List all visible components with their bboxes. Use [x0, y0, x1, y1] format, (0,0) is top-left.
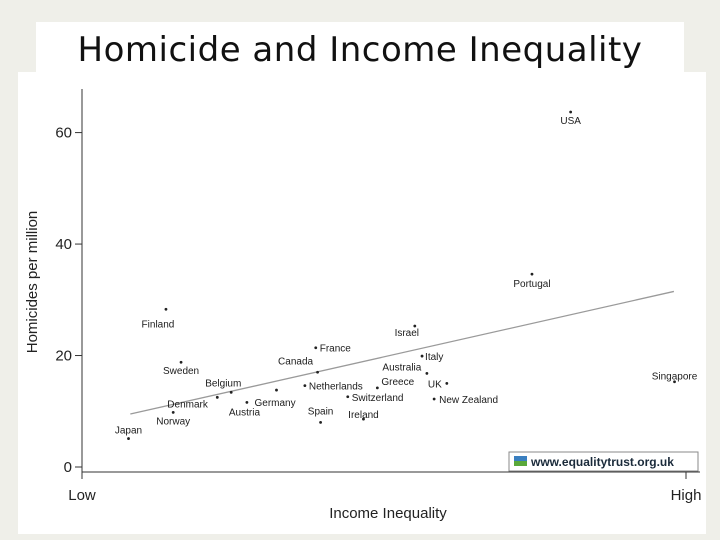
data-point: [569, 110, 573, 114]
point-label: Portugal: [513, 279, 550, 290]
trend-line: [130, 290, 675, 415]
data-point: [319, 421, 322, 424]
point-label: Singapore: [652, 372, 698, 383]
data-point: [445, 381, 449, 385]
point-label: Sweden: [163, 366, 199, 377]
point-label: Australia: [382, 362, 421, 373]
data-point: [245, 400, 249, 404]
point-label: Denmark: [167, 399, 209, 410]
x-axis-title: Income Inequality: [329, 505, 447, 522]
y-tick-label: 60: [55, 125, 72, 142]
data-point: [316, 370, 319, 374]
data-point: [362, 417, 365, 421]
point-label: USA: [560, 116, 581, 127]
y-tick-label: 0: [64, 459, 72, 476]
point-label: Finland: [142, 319, 175, 330]
watermark: www.equalitytrust.org.uk: [508, 451, 699, 472]
watermark-logo-bottom: [514, 461, 527, 466]
point-label: France: [320, 344, 352, 355]
data-point: [164, 307, 168, 311]
point-label: Israel: [395, 328, 419, 339]
point-label: Spain: [308, 406, 334, 417]
point-label: Switzerland: [352, 393, 404, 404]
x-tick-label-low: Low: [68, 487, 96, 504]
point-label: UK: [428, 379, 442, 390]
y-axis-title: Homicides per million: [24, 211, 41, 354]
data-point: [432, 397, 436, 401]
point-label: Canada: [278, 356, 313, 367]
data-point: [375, 386, 379, 390]
watermark-logo-top: [514, 456, 527, 461]
data-point: [229, 390, 233, 394]
point-label: Greece: [381, 377, 414, 388]
data-point: [314, 346, 318, 350]
point-label: New Zealand: [439, 395, 498, 406]
data-point: [425, 371, 429, 375]
data-point: [346, 395, 350, 399]
watermark-text: www.equalitytrust.org.uk: [530, 455, 674, 469]
data-point: [171, 410, 175, 414]
data-point: [215, 395, 219, 399]
data-point: [179, 360, 183, 364]
point-label: Japan: [115, 426, 142, 437]
y-tick-label: 40: [55, 236, 72, 253]
point-label: Austria: [229, 407, 261, 418]
data-point: [673, 380, 676, 384]
data-point: [413, 324, 417, 328]
x-tick-label-high: High: [671, 487, 702, 504]
data-point: [303, 384, 307, 388]
y-tick-label: 20: [55, 348, 72, 365]
watermark-box: [508, 451, 699, 472]
point-label: Ireland: [348, 410, 379, 421]
point-label: Netherlands: [309, 382, 363, 393]
data-point: [275, 388, 278, 392]
slide-title: Homicide and Income Inequality: [77, 30, 643, 70]
point-label: Germany: [254, 398, 295, 409]
point-label: Belgium: [205, 378, 241, 389]
point-label: Italy: [425, 352, 443, 363]
data-point: [127, 437, 130, 440]
title-band: [36, 22, 684, 78]
data-point: [420, 354, 424, 358]
point-label: Norway: [156, 416, 190, 427]
data-point: [530, 272, 534, 276]
